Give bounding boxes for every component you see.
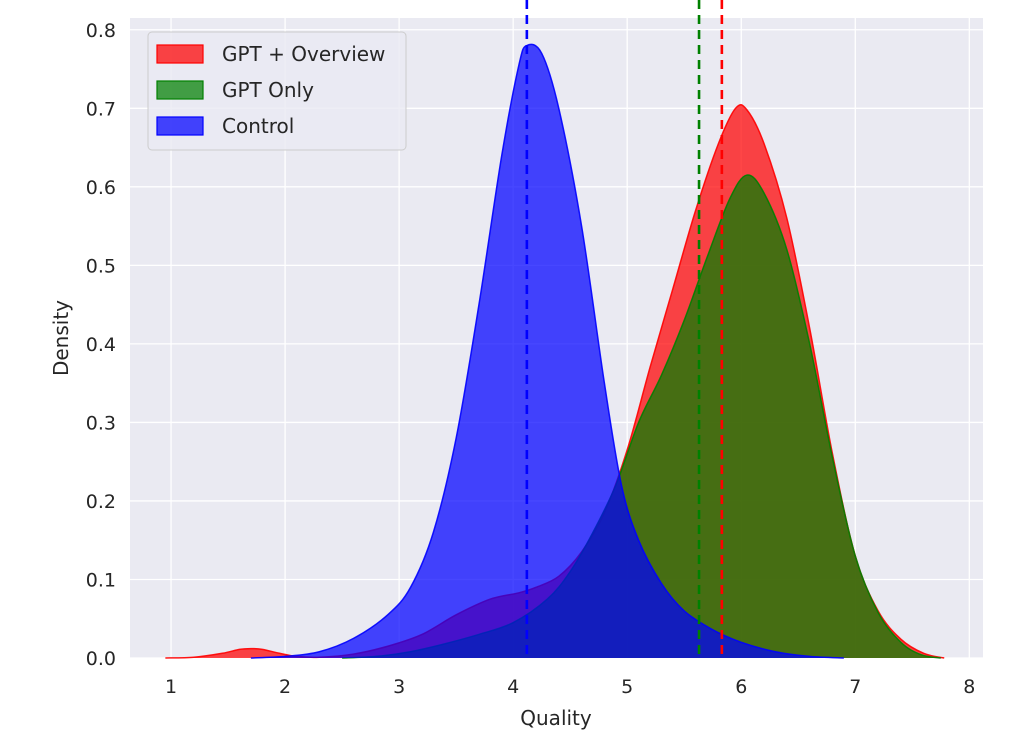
y-tick-label: 0.8 [86,20,116,42]
x-tick-label: 6 [735,676,747,698]
x-tick-label: 8 [963,676,975,698]
mean-lines [525,0,724,658]
legend-label-gpt-overview: GPT + Overview [222,42,385,66]
y-tick-label: 0.7 [86,98,116,120]
legend-swatch-control [156,116,204,136]
y-tick-label: 0.5 [86,255,116,277]
density-line-control [250,43,844,659]
x-tick-labels: 1 2 3 4 5 6 7 8 [165,676,975,698]
x-tick-label: 7 [849,676,861,698]
y-tick-label: 0.3 [86,412,116,434]
y-tick-label: 0.1 [86,569,116,591]
y-tick-label: 0.2 [86,491,116,513]
x-tick-label: 4 [507,676,519,698]
y-tick-label: 0.0 [86,648,116,670]
legend-swatch-gpt-only [156,80,204,100]
legend-box [147,31,407,151]
legend-label-gpt-only: GPT Only [222,78,314,102]
y-tick-label: 0.4 [86,334,116,356]
density-areas [165,43,945,659]
x-tick-label: 2 [279,676,291,698]
y-axis-title: Density [49,300,73,376]
legend: GPT + Overview GPT Only Control [147,31,407,151]
y-tick-label: 0.6 [86,177,116,199]
x-tick-label: 5 [621,676,633,698]
x-axis-title: Quality [520,706,592,730]
y-tick-labels: 0.0 0.1 0.2 0.3 0.4 0.5 0.6 0.7 0.8 [86,20,116,670]
legend-swatch-gpt-overview [156,44,204,64]
density-area-control [250,44,844,658]
legend-label-control: Control [222,114,294,138]
x-tick-label: 3 [393,676,405,698]
x-tick-label: 1 [165,676,177,698]
